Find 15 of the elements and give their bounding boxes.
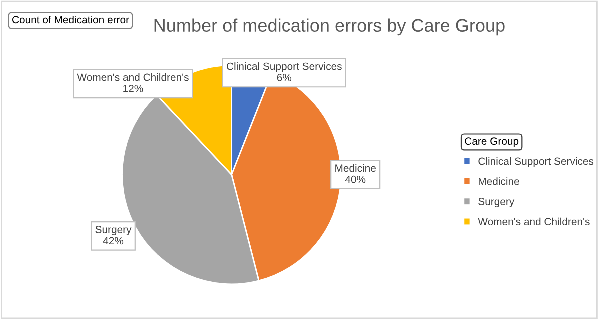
legend-label: Medicine	[479, 178, 520, 186]
legend-label: Women's and Children's	[478, 218, 590, 226]
slice-label: Surgery	[96, 226, 132, 236]
data-label: 12%	[124, 85, 144, 92]
slice-label: Women's and Children's	[77, 74, 189, 82]
legend-title: Care Group	[465, 138, 519, 148]
chart-title: Number of medication errors by Care Group	[154, 18, 505, 36]
data-label: 6%	[277, 74, 292, 82]
legend-label: Clinical Support Services	[478, 158, 594, 168]
data-label: 40%	[345, 176, 366, 184]
data-label: 42%	[103, 237, 124, 245]
slice-label: Clinical Support Services	[227, 62, 342, 72]
slice-label: Medicine	[336, 164, 376, 172]
text: Count of Medication error	[12, 16, 130, 24]
legend-label: Surgery	[478, 198, 515, 208]
